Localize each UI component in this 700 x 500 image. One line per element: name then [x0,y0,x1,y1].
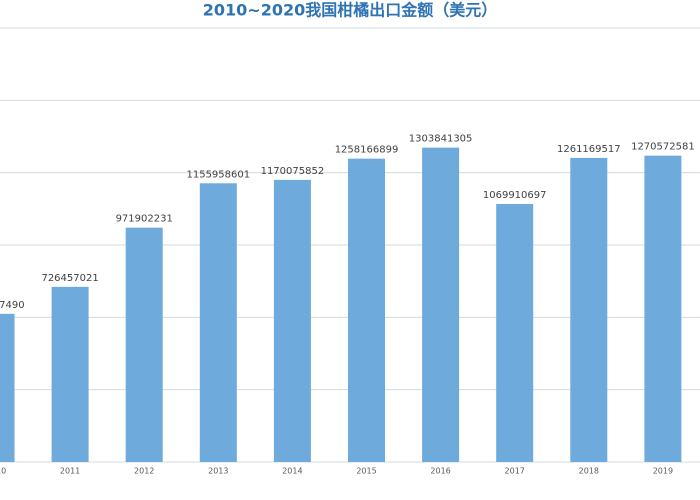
x-tick-label: 2015 [356,467,376,476]
value-label: 1303841305 [409,134,473,145]
bar [51,286,89,462]
bar [496,204,534,462]
x-tick-label: 2013 [208,467,228,476]
value-label: 1258166899 [335,145,399,156]
value-label: 971902231 [116,214,173,225]
bar [125,227,163,462]
x-tick-label: 2016 [430,467,450,476]
value-label: 726457021 [41,273,98,284]
value-label: 1155958601 [186,169,250,180]
value-label: 1069910697 [483,190,547,201]
value-label: 1270572581 [631,142,695,153]
value-label: 1170075852 [261,166,325,177]
value-label: 1261169517 [557,144,621,155]
chart-title: 2010~2020我国柑橘出口金额（美元） [203,1,497,20]
bar [644,155,682,463]
x-tick-label: 2019 [653,467,673,476]
bar [0,313,15,462]
bar [570,157,608,462]
x-tick-label: 2014 [282,467,302,476]
bar [273,179,311,462]
x-tick-label: 2017 [505,467,525,476]
x-tick-label: 2018 [579,467,599,476]
bar [199,183,237,463]
value-label: 614507490 [0,300,25,311]
bar [422,147,460,462]
x-tick-label: 2011 [60,467,80,476]
bar [348,158,385,463]
x-tick-label: 2012 [134,467,154,476]
x-tick-label: 2010 [0,467,6,476]
